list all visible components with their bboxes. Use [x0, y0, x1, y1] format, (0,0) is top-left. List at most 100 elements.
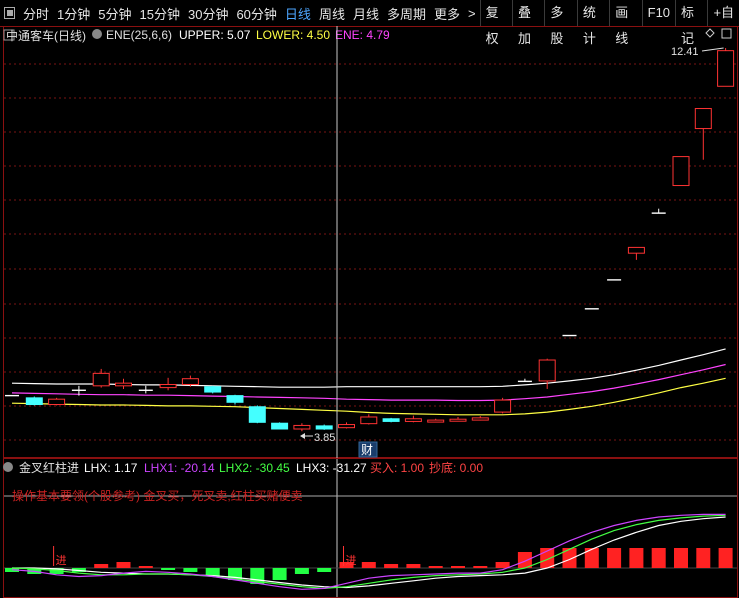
signal-bar-8 — [183, 568, 198, 572]
low-price-label: 3.85 — [314, 432, 335, 444]
toolbar-buttons: 复权 叠加 多股 统计 画线 F10 标记 +自 — [479, 0, 739, 46]
toolbar-button-5[interactable]: F10 — [641, 0, 675, 26]
signal-bar-26 — [584, 548, 599, 568]
entry-marker-label-1: 进 — [346, 554, 357, 567]
signal-bar-6 — [138, 566, 153, 568]
sub-panel-frame — [3, 458, 738, 598]
period-toolbar: 分时 1分钟 5分钟 15分钟 30分钟 60分钟 日线 周线 月线 多周期 更多 > 复权 叠加 多股统… — [0, 0, 739, 46]
candle-body-20 — [449, 418, 467, 422]
finance-badge-label: 财 — [361, 443, 373, 457]
toolbar-button-7[interactable]: +自 — [707, 0, 739, 26]
candle-body-1 — [25, 397, 43, 406]
strategy-note: 操作基本要领(个股参考) 金叉买，死叉卖,红柱买赌便卖 — [12, 488, 303, 503]
candle-body-5 — [115, 382, 132, 387]
kline-chart[interactable]: 中通客车(日线) ENE(25,6,6) UPPER: 5.07 LOWER: 4.5… — [0, 26, 739, 598]
toolbar-button-6[interactable]: 标记 — [675, 0, 707, 46]
entry-marker-label-0: 进 — [56, 554, 67, 567]
period-6[interactable]: 日线 — [284, 6, 311, 22]
signal-bar-29 — [651, 548, 666, 568]
signal-bar-5 — [116, 562, 131, 568]
signal-bar-15 — [339, 562, 354, 568]
window-menu-icon[interactable] — [4, 7, 16, 19]
candle-body-24 — [538, 359, 556, 382]
candle-body-16 — [360, 416, 378, 425]
period-4[interactable]: 30分钟 — [187, 6, 229, 22]
lhx2-value: LHX2: -30.45 — [219, 461, 290, 475]
signal-bar-12 — [272, 568, 287, 580]
candle-body-8 — [181, 378, 199, 385]
ene-line — [11, 363, 726, 402]
indicator-menu-icon[interactable] — [92, 29, 102, 39]
period-7[interactable]: 周线 — [318, 6, 345, 22]
finance-badge[interactable] — [358, 441, 378, 458]
signal-bar-23 — [517, 552, 532, 568]
period-8[interactable]: 月线 — [352, 6, 379, 22]
period-10[interactable]: 更多 — [433, 6, 460, 22]
signal-bar-28 — [629, 548, 644, 568]
signal-bar-25 — [562, 548, 577, 568]
candle-body-32 — [717, 50, 735, 87]
candle-body-31 — [694, 108, 712, 130]
signal-bar-19 — [428, 566, 443, 568]
candle-body-12 — [271, 422, 289, 430]
candle-body-11 — [248, 406, 266, 423]
signal-bar-16 — [361, 562, 376, 568]
stock-title: 中通客车(日线) — [6, 28, 86, 43]
candle-body-13 — [293, 424, 311, 430]
sub-indicator-name: 金叉红柱进 — [19, 460, 79, 475]
candle-body-19 — [427, 419, 445, 423]
toolbar-button-0[interactable]: 复权 — [479, 0, 512, 46]
lhx-value: LHX: 1.17 — [84, 461, 138, 475]
lhx1-line — [11, 513, 726, 590]
signal-bar-22 — [495, 562, 510, 568]
upper-line — [11, 348, 726, 388]
indicator-name: ENE(25,6,6) — [106, 28, 172, 42]
signal-bar-7 — [161, 568, 176, 570]
signal-bar-27 — [607, 548, 622, 568]
candle-body-7 — [159, 383, 177, 389]
sub-indicator-menu-icon[interactable] — [3, 462, 13, 472]
candle-body-21 — [471, 417, 489, 421]
signal-bar-18 — [406, 564, 421, 568]
period-5[interactable]: 60分钟 — [236, 6, 277, 22]
candle-body-17 — [382, 418, 400, 422]
signal-bar-17 — [384, 564, 399, 568]
candle-body-2 — [48, 398, 66, 406]
bottom-value: 抄底: 0.00 — [429, 460, 483, 475]
candle-body-4 — [92, 372, 110, 387]
lower-value: LOWER: 4.50 — [256, 28, 330, 42]
candle-body-28 — [627, 246, 645, 254]
period-list: 分时 1分钟 5分钟 15分钟 30分钟 60分钟 日线 周线 月线 多周期 更多 > — [19, 4, 480, 23]
period-2[interactable]: 5分钟 — [98, 6, 132, 22]
signal-bar-32 — [718, 548, 733, 568]
signal-bar-4 — [94, 564, 109, 568]
high-price-pointer — [701, 47, 724, 52]
lhx2-line — [11, 514, 726, 590]
lhx1-value: LHX1: -20.14 — [144, 461, 215, 475]
lhx3-value: LHX3: -31.27 — [296, 461, 367, 475]
period-3[interactable]: 15分钟 — [139, 6, 180, 22]
lower-line — [11, 377, 726, 416]
more-chevron-icon[interactable]: > — [468, 5, 476, 21]
buy-value: 买入: 1.00 — [370, 461, 424, 475]
toolbar-button-3[interactable]: 统计 — [576, 0, 609, 46]
signal-bar-9 — [205, 568, 220, 576]
lhx3-line — [12, 516, 726, 589]
candle-body-10 — [226, 395, 244, 403]
candle-body-15 — [338, 424, 355, 429]
toolbar-button-1[interactable]: 叠加 — [512, 0, 544, 46]
signal-bar-13 — [294, 568, 309, 574]
panel-menu-icon[interactable] — [3, 29, 15, 41]
signal-bar-20 — [451, 566, 465, 568]
candle-body-22 — [494, 399, 512, 413]
period-1[interactable]: 1分钟 — [57, 6, 91, 22]
toolbar-button-4[interactable]: 画线 — [609, 0, 641, 46]
period-0[interactable]: 分时 — [23, 6, 50, 22]
maximize-icon[interactable] — [721, 28, 732, 39]
low-arrow-icon — [300, 433, 305, 439]
toolbar-button-2[interactable]: 多股 — [544, 0, 576, 46]
diamond-icon[interactable] — [705, 28, 715, 38]
period-9[interactable]: 多周期 — [386, 6, 426, 22]
main-panel-frame — [3, 26, 738, 458]
upper-value: UPPER: 5.07 — [179, 28, 251, 42]
